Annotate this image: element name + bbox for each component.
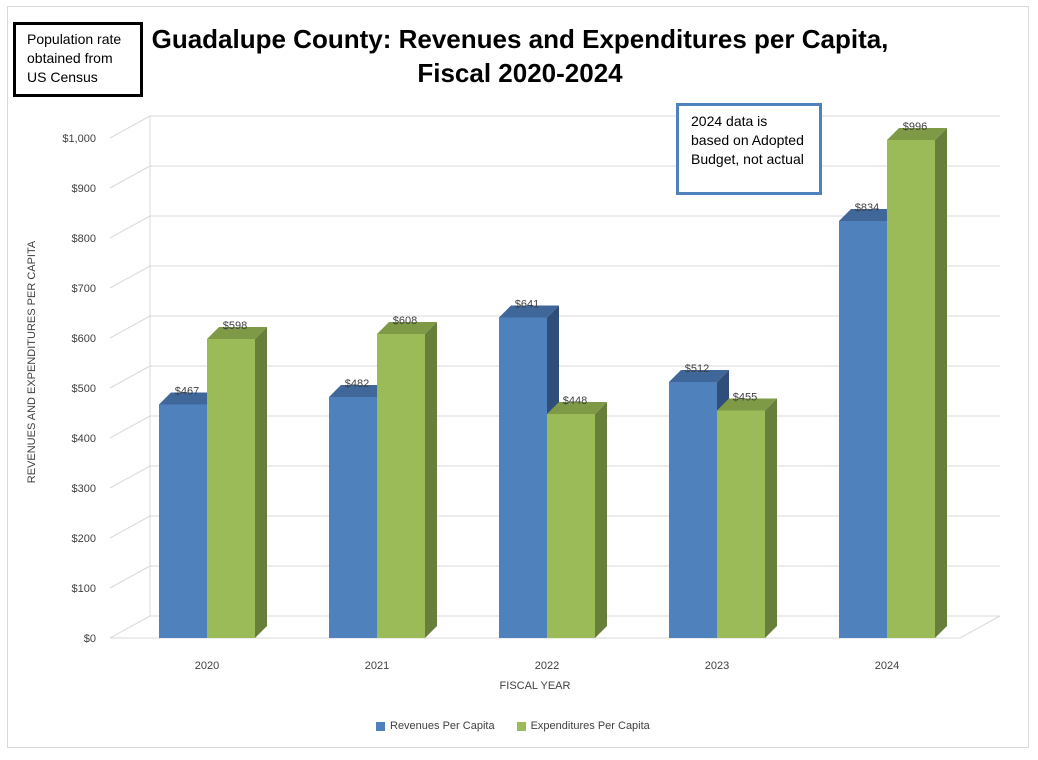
data-label-revenues: $834 (855, 202, 879, 214)
bar-expenditures-top (547, 402, 607, 414)
data-label-expenditures: $455 (733, 392, 757, 404)
data-label-revenues: $641 (515, 299, 539, 311)
bar-revenues-top (159, 392, 219, 405)
bar-expenditures (207, 339, 255, 638)
floor-edge-right (959, 615, 1001, 639)
gridline-depth (109, 465, 151, 489)
chart-frame (7, 6, 1029, 748)
data-label-revenues: $467 (175, 386, 199, 398)
note-line: US Census (27, 69, 98, 85)
data-label-expenditures: $448 (563, 395, 587, 407)
x-tick-label: 2020 (195, 660, 219, 672)
callout-line: 2024 data is (691, 113, 768, 129)
note-line: Population rate (27, 31, 122, 47)
gridline-depth (109, 415, 151, 439)
bar-expenditures-top (377, 322, 437, 334)
legend-swatch-expenditures (516, 721, 526, 731)
bar-expenditures (377, 334, 425, 638)
x-tick-label: 2024 (875, 660, 899, 672)
legend-item-expenditures: Expenditures Per Capita (516, 720, 650, 732)
gridline-depth (109, 115, 151, 139)
data-label-expenditures: $996 (903, 121, 927, 133)
bar-expenditures-top (887, 128, 947, 140)
census-note-box: Population rate obtained from US Census (13, 22, 143, 97)
bar-revenues (839, 221, 887, 638)
y-tick-label: $600 (72, 333, 96, 345)
bar-revenues (669, 382, 717, 638)
bar-revenues (499, 317, 547, 638)
gridline-depth (109, 215, 151, 239)
x-tick-label: 2022 (535, 660, 559, 672)
bar-expenditures-side (255, 327, 267, 638)
gridline-depth (109, 365, 151, 389)
y-tick-label: $700 (72, 283, 96, 295)
bar-expenditures (887, 140, 935, 638)
bar-revenues-top (499, 305, 559, 318)
bar-expenditures (717, 410, 765, 638)
legend-label-expenditures: Expenditures Per Capita (530, 720, 650, 732)
bar-revenues-top (669, 370, 729, 382)
callout-line: based on Adopted (691, 132, 804, 148)
x-axis-label: FISCAL YEAR (499, 680, 571, 692)
bar-revenues-top (839, 209, 899, 221)
gridline-depth (109, 515, 151, 539)
chart-title-line: Guadalupe County: Revenues and Expenditu… (151, 24, 889, 54)
legend-label-revenues: Revenues Per Capita (390, 720, 495, 732)
legend-swatch-revenues (376, 721, 385, 731)
bar-expenditures-top (207, 327, 267, 339)
gridline-depth (109, 565, 151, 589)
y-tick-label: $0 (84, 633, 96, 645)
bar-expenditures-top (717, 398, 777, 411)
data-label-revenues: $482 (345, 378, 369, 390)
y-tick-label: $1,000 (62, 133, 96, 145)
y-tick-label: $300 (72, 483, 96, 495)
y-tick-label: $100 (72, 583, 96, 595)
bar-expenditures-side (595, 402, 607, 638)
data-label-revenues: $512 (685, 363, 709, 375)
data-label-expenditures: $608 (393, 315, 417, 327)
data-label-expenditures: $598 (223, 320, 247, 332)
callout-2024-note: 2024 data is based on Adopted Budget, no… (676, 103, 822, 195)
chart-title: Guadalupe County: Revenues and Expenditu… (150, 22, 890, 90)
y-tick-label: $400 (72, 433, 96, 445)
callout-line: Budget, not actual (691, 151, 804, 167)
bar-expenditures (547, 414, 595, 638)
legend-item-revenues: Revenues Per Capita (376, 720, 495, 732)
legend: Revenues Per Capita Expenditures Per Cap… (376, 720, 650, 732)
bar-expenditures-side (765, 398, 777, 638)
x-tick-label: 2023 (705, 660, 729, 672)
y-tick-label: $200 (72, 533, 96, 545)
y-axis-label: REVENUES AND EXPENDITURES PER CAPITA (26, 240, 38, 484)
y-tick-label: $900 (72, 183, 96, 195)
gridline-depth (109, 265, 151, 289)
y-tick-label: $500 (72, 383, 96, 395)
y-tick-label: $800 (72, 233, 96, 245)
bar-expenditures-side (935, 128, 947, 638)
gridline-depth (109, 615, 151, 639)
bar-revenues-top (329, 385, 389, 397)
gridline-depth (109, 165, 151, 189)
note-line: obtained from (27, 50, 113, 66)
x-tick-label: 2021 (365, 660, 389, 672)
bar-revenues (329, 397, 377, 638)
bar-revenues (159, 404, 207, 638)
bar-expenditures-side (425, 322, 437, 638)
chart-title-line: Fiscal 2020-2024 (417, 58, 623, 88)
gridline-depth (109, 315, 151, 339)
